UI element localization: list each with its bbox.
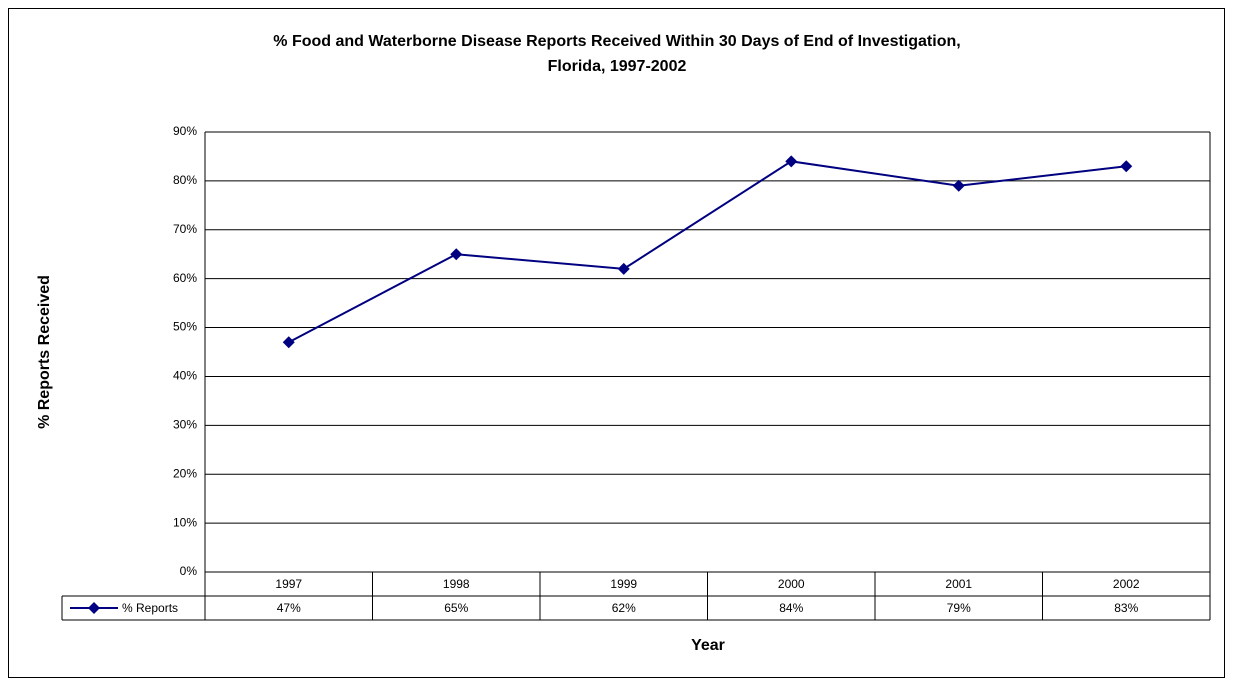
legend-key-marker	[88, 602, 100, 614]
chart-title: Florida, 1997-2002	[548, 58, 687, 75]
data-table-value: 84%	[779, 601, 803, 615]
y-tick-label: 90%	[173, 124, 197, 138]
y-tick-label: 30%	[173, 418, 197, 432]
data-table-value: 79%	[947, 601, 971, 615]
data-table-value: 47%	[277, 601, 301, 615]
data-table-value: 65%	[444, 601, 468, 615]
x-axis-title: Year	[691, 637, 725, 654]
y-tick-label: 70%	[173, 222, 197, 236]
data-table-value: 62%	[612, 601, 636, 615]
data-point	[450, 248, 463, 261]
y-tick-label: 50%	[173, 320, 197, 334]
data-table-value: 83%	[1114, 601, 1138, 615]
y-tick-label: 80%	[173, 173, 197, 187]
y-tick-label: 20%	[173, 466, 197, 480]
x-tick-label: 2002	[1113, 577, 1140, 591]
chart-title: % Food and Waterborne Disease Reports Re…	[273, 33, 960, 50]
legend-label: % Reports	[122, 601, 178, 615]
y-tick-label: 0%	[180, 564, 198, 578]
y-tick-label: 40%	[173, 369, 197, 383]
y-tick-label: 60%	[173, 271, 197, 285]
data-point	[282, 336, 295, 349]
chart-frame	[8, 8, 1225, 678]
data-point	[952, 179, 965, 192]
y-axis-title: % Reports Received	[36, 275, 53, 429]
data-point	[785, 155, 798, 168]
x-tick-label: 1999	[610, 577, 637, 591]
x-tick-label: 2000	[778, 577, 805, 591]
y-tick-label: 10%	[173, 515, 197, 529]
x-tick-label: 1997	[275, 577, 302, 591]
series-line	[288, 160, 1127, 344]
x-tick-label: 1998	[443, 577, 470, 591]
x-tick-label: 2001	[945, 577, 972, 591]
data-point	[617, 262, 630, 275]
data-point	[1120, 160, 1133, 173]
